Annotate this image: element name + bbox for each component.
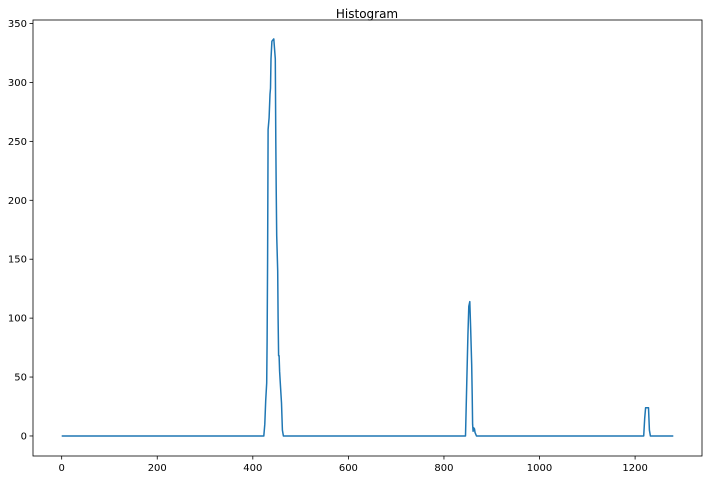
x-tick-label: 800 xyxy=(434,463,453,474)
series-layer xyxy=(61,38,674,437)
x-tick-label: 400 xyxy=(243,463,262,474)
x-tick-label: 0 xyxy=(58,463,64,474)
x-tick-label: 1000 xyxy=(527,463,552,474)
y-tick-label: 200 xyxy=(8,196,27,207)
x-tick-label: 1200 xyxy=(622,463,647,474)
plot-area xyxy=(32,19,703,457)
y-tick-label: 300 xyxy=(8,78,27,89)
x-tick-label: 200 xyxy=(148,463,167,474)
y-tick-label: 350 xyxy=(8,19,27,30)
y-tick-label: 150 xyxy=(8,255,27,266)
chart-title: Histogram xyxy=(336,7,398,21)
y-tick-label: 250 xyxy=(8,137,27,148)
x-tick-label: 600 xyxy=(339,463,358,474)
y-tick-label: 50 xyxy=(14,373,27,384)
y-axis: 0 50 100 150 200 250 300 350 xyxy=(8,19,33,442)
y-tick-label: 100 xyxy=(8,314,27,325)
series-line-0 xyxy=(61,38,674,437)
x-axis: 0 200 400 600 800 1000 1200 xyxy=(58,456,648,474)
y-tick-label: 0 xyxy=(21,431,27,442)
